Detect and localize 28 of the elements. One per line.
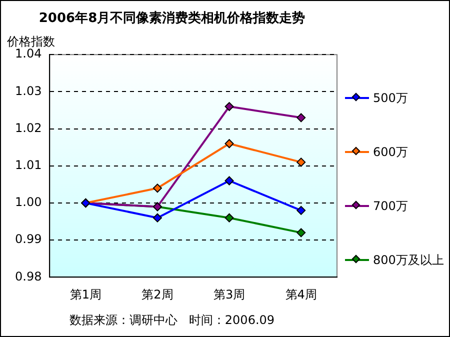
point	[296, 113, 306, 122]
y-tick-label: 0.98	[15, 269, 42, 284]
point	[152, 213, 162, 222]
y-tick-label: 1.03	[15, 84, 42, 98]
point	[296, 228, 306, 238]
x-tick-label: 第3周	[213, 288, 246, 302]
x-tick-label: 第4周	[285, 288, 317, 302]
point	[152, 184, 162, 193]
y-axis-title: 价格指数	[6, 34, 55, 49]
legend-label: 600万	[373, 144, 408, 160]
y-tick-label: 1.02	[15, 120, 42, 135]
legend-label: 500万	[373, 90, 408, 106]
point	[224, 176, 234, 186]
point	[224, 139, 234, 148]
legend-label: 700万	[373, 198, 408, 214]
point	[224, 213, 234, 222]
y-tick-label: 1.01	[15, 158, 42, 172]
y-tick-label: 1.00	[15, 195, 42, 210]
y-tick-label: 1.04	[15, 46, 42, 61]
chart-title: 2006年8月不同像素消费类相机价格指数走势	[38, 10, 306, 26]
point	[296, 206, 306, 215]
source-note: 数据来源：调研中心 时间：2006.09	[69, 312, 275, 327]
y-tick-label: 0.99	[15, 232, 42, 246]
x-tick-label: 第2周	[142, 288, 174, 302]
point	[224, 102, 234, 112]
legend-label: 800万及以上	[373, 252, 444, 268]
x-tick-label: 第1周	[70, 288, 102, 302]
point	[296, 158, 306, 167]
